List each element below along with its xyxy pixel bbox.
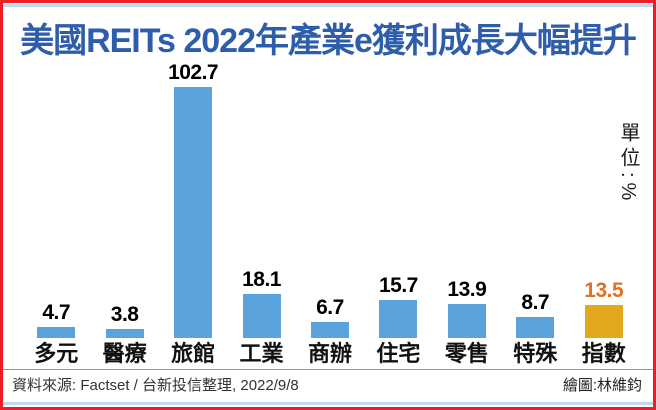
category-label: 多元 [34,341,79,366]
bar [37,327,76,338]
value-label: 8.7 [521,291,550,314]
bar [105,329,144,338]
value-label: 18.1 [242,268,281,291]
category-label: 特殊 [513,341,558,366]
bar [447,304,486,338]
page-title: 美國REITs 2022年產業e獲利成長大幅提升 [20,22,637,60]
value-label: 6.7 [316,296,344,319]
category-label: 工業 [239,341,284,366]
unit-label: 單位:% [617,122,639,206]
bar-column: 6.7 商辦 [296,58,364,368]
category-label: 旅館 [171,341,216,366]
bar-column: 102.7 旅館 [159,58,227,368]
illustrator-credit: 繪圖:林維鈞 [562,377,642,394]
value-label: 102.7 [168,61,219,84]
bar [242,294,281,338]
bar-column: 18.1 工業 [227,58,295,368]
footer-divider [3,369,653,370]
footer: 資料來源: Factset / 台新投信整理, 2022/9/8 繪圖:林維鈞 [12,374,642,395]
bar [379,300,418,338]
category-label: 零售 [444,341,489,366]
source-credit: 資料來源: Factset / 台新投信整理, 2022/9/8 [12,377,299,394]
bar [310,322,349,338]
bottom-accent-line [3,402,653,405]
bar-chart: 4.7 多元 3.8 醫療 102.7 旅館 18.1 工業 6.7 商辦 15.7 住宅 13.9 零售… [22,58,638,368]
value-label: 15.7 [378,274,418,297]
value-label: 13.9 [447,278,487,301]
category-label: 醫療 [102,341,147,366]
bar [584,305,623,338]
bar-column: 4.7 多元 [22,58,90,368]
category-label: 指數 [581,341,626,366]
bar [174,87,213,338]
top-accent-line [3,4,653,7]
value-label: 4.7 [42,301,71,324]
bar-column: 3.8 醫療 [90,58,158,368]
value-label: 13.5 [584,279,624,302]
category-label: 商辦 [307,341,352,366]
bar-column: 15.7 住宅 [364,58,432,368]
value-label: 3.8 [110,303,139,326]
bar-column: 13.5 指數 [570,58,638,368]
bar-column: 8.7 特殊 [501,58,569,368]
bar-column: 13.9 零售 [433,58,501,368]
category-label: 住宅 [376,341,421,366]
bar [516,317,555,338]
